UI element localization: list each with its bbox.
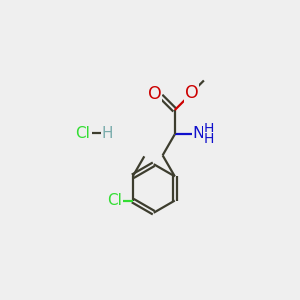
Text: O: O: [185, 84, 199, 102]
Text: Cl: Cl: [75, 125, 90, 140]
Text: H: H: [203, 132, 214, 146]
Text: N: N: [193, 126, 205, 141]
Text: Cl: Cl: [107, 193, 122, 208]
Text: H: H: [102, 125, 113, 140]
Text: O: O: [148, 85, 161, 103]
Text: H: H: [203, 122, 214, 136]
